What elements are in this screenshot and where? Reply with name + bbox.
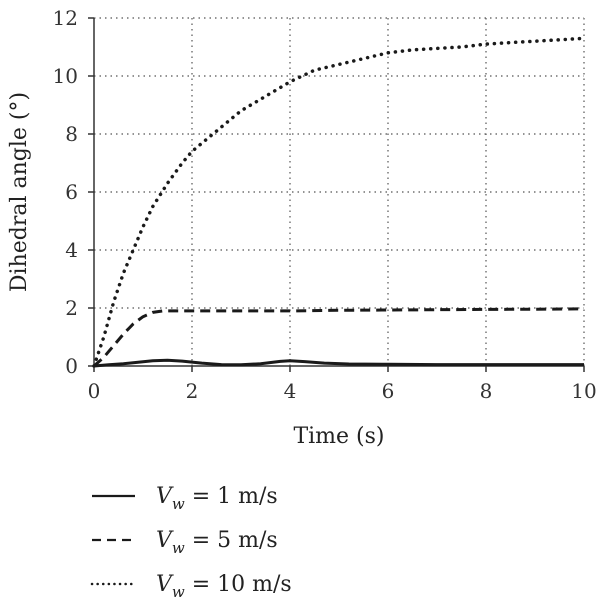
series-line-dashed (93, 307, 585, 368)
y-tick-label: 4 (65, 238, 78, 262)
series-lines (92, 36, 586, 368)
x-tick-label: 2 (186, 379, 199, 403)
legend-label: Vw = 1 m/s (156, 484, 278, 513)
legend-label: Vw = 5 m/s (156, 528, 278, 557)
y-tick-label: 8 (65, 122, 78, 146)
y-tick-label: 12 (53, 6, 78, 30)
legend: Vw = 1 m/s Vw = 5 m/s Vw = 10 m/s (90, 484, 292, 601)
grid-lines (94, 17, 585, 366)
y-tick-label: 0 (65, 354, 78, 378)
x-tick-label: 4 (284, 379, 297, 403)
y-tick-label: 10 (53, 64, 78, 88)
y-axis-title: Dihedral angle (°) (7, 92, 32, 292)
series-line-solid (93, 358, 584, 368)
x-axis-title: Time (s) (293, 424, 384, 449)
axes (88, 17, 585, 372)
tick-labels: 0 2 4 6 8 10 0 2 4 6 8 10 12 (53, 6, 597, 403)
series-line-dotted (92, 36, 586, 368)
y-tick-label: 2 (65, 296, 78, 320)
legend-label: Vw = 10 m/s (156, 572, 292, 601)
x-tick-label: 0 (88, 379, 101, 403)
x-tick-label: 6 (382, 379, 395, 403)
x-tick-label: 10 (571, 379, 596, 403)
x-tick-label: 8 (480, 379, 493, 403)
y-tick-label: 6 (65, 180, 78, 204)
